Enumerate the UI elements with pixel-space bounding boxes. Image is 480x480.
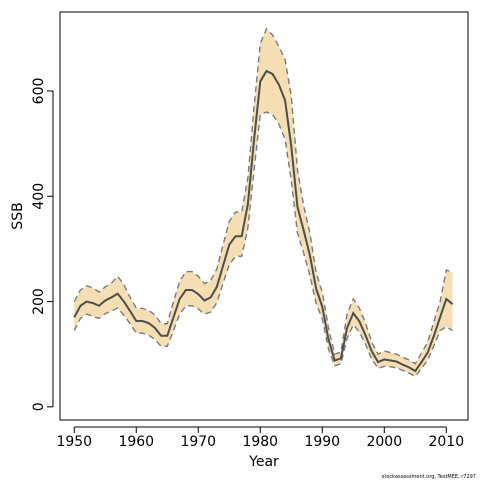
y-tick-label: 400 — [31, 183, 47, 210]
x-axis: 1950 1960 1970 1980 1990 2000 2010 — [56, 426, 464, 450]
x-axis-title: Year — [248, 454, 279, 470]
x-tick-label: 1960 — [118, 434, 154, 450]
confidence-band — [74, 28, 453, 377]
y-tick-label: 200 — [31, 288, 47, 315]
x-tick-label: 2010 — [428, 434, 464, 450]
plot-frame — [59, 11, 469, 421]
y-axis: 0 200 400 600 — [31, 78, 54, 411]
x-tick-label: 1970 — [180, 434, 216, 450]
x-tick-label: 1990 — [304, 434, 340, 450]
y-tick-label: 600 — [31, 78, 47, 105]
x-tick-label: 2000 — [366, 434, 402, 450]
x-tick-label: 1980 — [242, 434, 278, 450]
y-tick-label: 0 — [31, 402, 47, 411]
ssb-estimate-line — [73, 69, 454, 373]
lower-bound-line — [73, 111, 453, 378]
credit-text: stockassessment.org, TestMEE, r7297 — [382, 474, 476, 480]
x-tick-label: 1950 — [56, 434, 92, 450]
y-axis-title: SSB — [10, 202, 26, 229]
upper-bound-line — [73, 27, 453, 365]
